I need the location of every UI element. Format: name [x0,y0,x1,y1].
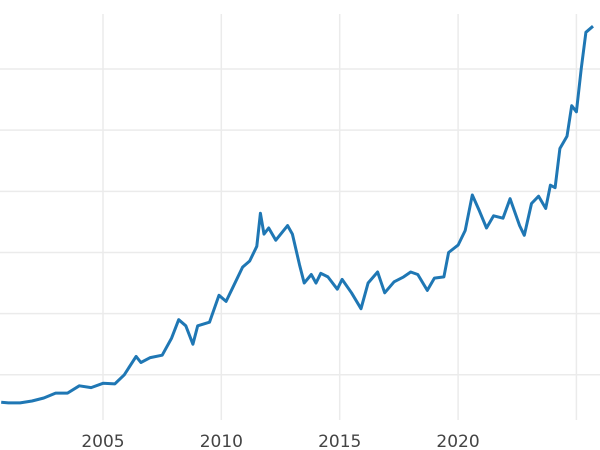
x-tick-label: 2005 [81,432,124,450]
x-tick-label: 2020 [436,432,479,450]
gridlines [0,14,600,420]
x-tick-labels: 2005 2010 2015 2020 [81,432,479,450]
series-line [1,25,594,405]
x-tick-label: 2015 [318,432,361,450]
x-tick-label: 2010 [200,432,243,450]
